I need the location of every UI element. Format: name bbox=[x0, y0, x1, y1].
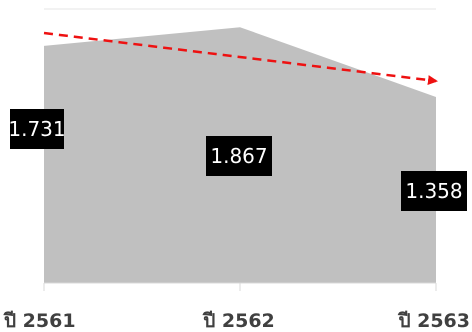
data-label-box bbox=[401, 171, 467, 211]
x-tick-label: ปี 2563 bbox=[398, 310, 470, 332]
x-tick-label: ปี 2561 bbox=[3, 310, 75, 332]
data-labels-layer: 1.731 1.867 1.358 bbox=[8, 109, 467, 211]
data-label: 1.731 bbox=[8, 109, 66, 149]
data-label-text: 1.731 bbox=[8, 117, 65, 141]
x-axis-ticks bbox=[43, 283, 437, 291]
trend-arrow bbox=[43, 31, 438, 85]
data-label: 1.358 bbox=[401, 171, 467, 211]
data-label-text: 1.358 bbox=[405, 179, 462, 203]
data-label-box bbox=[206, 136, 272, 176]
x-tick-label: ปี 2562 bbox=[202, 310, 274, 332]
data-label: 1.867 bbox=[206, 136, 272, 176]
data-label-box bbox=[10, 109, 64, 149]
data-label-text: 1.867 bbox=[210, 144, 267, 168]
x-tick-labels-layer: ปี 2561 ปี 2562 ปี 2563 bbox=[3, 310, 470, 332]
